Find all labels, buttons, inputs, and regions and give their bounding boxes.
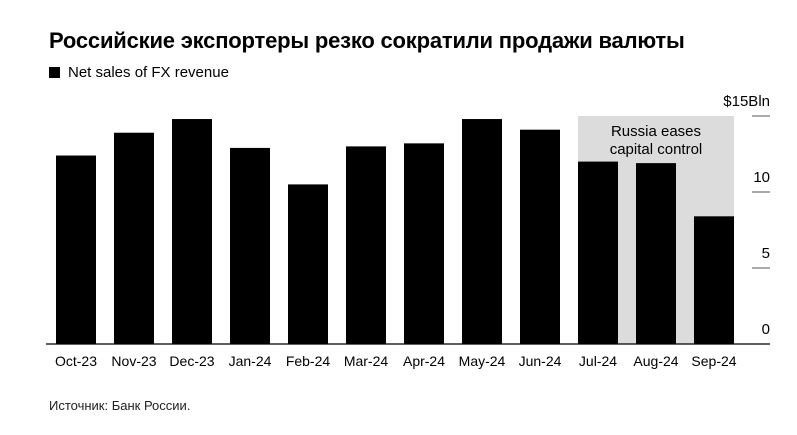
y-tick-label: 5 (762, 245, 770, 262)
y-tick-label: $15Bln (723, 93, 770, 110)
y-tick-label: 10 (753, 169, 770, 186)
x-tick-label: Mar-24 (344, 353, 389, 369)
bar-oct-23 (56, 155, 96, 344)
bar-sep-24 (694, 216, 734, 344)
x-tick-label: Sep-24 (691, 353, 736, 369)
x-tick-label: Nov-23 (111, 353, 156, 369)
x-tick-label: Jun-24 (519, 353, 562, 369)
chart-title: Российские экспортеры резко сократили пр… (49, 28, 685, 53)
bar-mar-24 (346, 146, 386, 344)
bar-feb-24 (288, 184, 328, 344)
x-tick-label: May-24 (459, 353, 506, 369)
bar-jun-24 (520, 129, 560, 344)
annotation-text: capital control (610, 141, 703, 158)
bar-jan-24 (230, 147, 270, 344)
x-tick-label: Aug-24 (633, 353, 678, 369)
x-tick-label: Jan-24 (229, 353, 272, 369)
bar-aug-24 (636, 163, 676, 344)
bar-jul-24 (578, 161, 618, 344)
legend-swatch (49, 67, 60, 78)
bar-dec-23 (172, 119, 212, 344)
legend: Net sales of FX revenue (49, 64, 229, 81)
bar-apr-24 (404, 143, 444, 344)
annotation-text: Russia eases (611, 123, 701, 140)
x-tick-label: Oct-23 (55, 353, 97, 369)
source-note: Источник: Банк России. (49, 398, 191, 413)
x-tick-label: Apr-24 (403, 353, 445, 369)
bar-nov-23 (114, 132, 154, 344)
x-tick-label: Feb-24 (286, 353, 331, 369)
x-tick-label: Dec-23 (169, 353, 214, 369)
legend-label: Net sales of FX revenue (68, 64, 229, 81)
y-tick-label: 0 (762, 321, 770, 338)
bar-may-24 (462, 119, 502, 344)
x-tick-label: Jul-24 (579, 353, 617, 369)
